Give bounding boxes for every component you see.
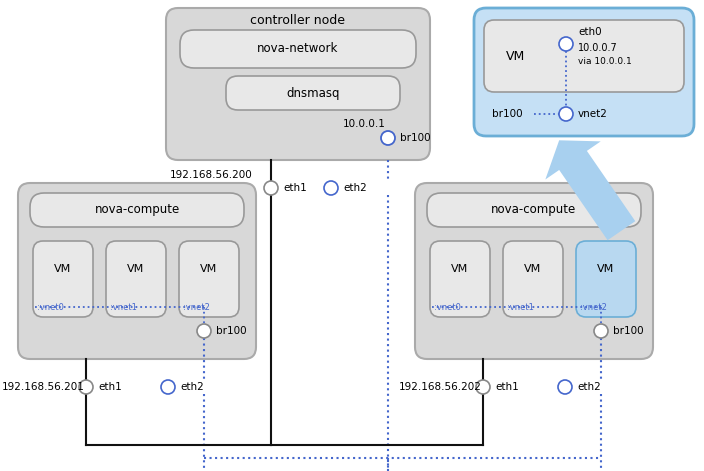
Text: VM: VM bbox=[506, 49, 526, 63]
Text: 10.0.0.7: 10.0.0.7 bbox=[578, 43, 617, 53]
FancyBboxPatch shape bbox=[415, 183, 653, 359]
Text: :vnet1: :vnet1 bbox=[507, 302, 534, 311]
FancyBboxPatch shape bbox=[503, 241, 563, 317]
Text: VM: VM bbox=[54, 264, 72, 274]
FancyBboxPatch shape bbox=[30, 193, 244, 227]
FancyBboxPatch shape bbox=[226, 76, 400, 110]
Text: :vnet0: :vnet0 bbox=[37, 302, 64, 311]
FancyBboxPatch shape bbox=[18, 183, 256, 359]
Text: 192.168.56.201: 192.168.56.201 bbox=[2, 382, 85, 392]
Text: nova-network: nova-network bbox=[258, 42, 339, 56]
Circle shape bbox=[558, 380, 572, 394]
Text: via 10.0.0.1: via 10.0.0.1 bbox=[578, 57, 631, 65]
Circle shape bbox=[197, 324, 211, 338]
FancyBboxPatch shape bbox=[166, 8, 430, 160]
Text: :vnet1: :vnet1 bbox=[110, 302, 137, 311]
Text: VM: VM bbox=[201, 264, 218, 274]
Text: dnsmasq: dnsmasq bbox=[287, 87, 340, 99]
Text: nova-compute: nova-compute bbox=[94, 203, 180, 217]
Text: eth1: eth1 bbox=[495, 382, 519, 392]
Text: :vnet2: :vnet2 bbox=[183, 302, 210, 311]
FancyBboxPatch shape bbox=[106, 241, 166, 317]
Circle shape bbox=[161, 380, 175, 394]
Text: eth1: eth1 bbox=[98, 382, 122, 392]
Text: VM: VM bbox=[524, 264, 541, 274]
Text: controller node: controller node bbox=[251, 14, 346, 26]
Text: br100: br100 bbox=[400, 133, 431, 143]
Text: :vnet2: :vnet2 bbox=[580, 302, 607, 311]
Text: VM: VM bbox=[598, 264, 615, 274]
FancyBboxPatch shape bbox=[427, 193, 641, 227]
FancyBboxPatch shape bbox=[474, 8, 694, 136]
Circle shape bbox=[559, 107, 573, 121]
Circle shape bbox=[559, 37, 573, 51]
Text: 192.168.56.200: 192.168.56.200 bbox=[170, 170, 253, 180]
Circle shape bbox=[79, 380, 93, 394]
Circle shape bbox=[476, 380, 490, 394]
Text: :vnet0: :vnet0 bbox=[434, 302, 461, 311]
Text: 10.0.0.1: 10.0.0.1 bbox=[343, 119, 386, 129]
Text: 192.168.56.202: 192.168.56.202 bbox=[399, 382, 482, 392]
Text: eth2: eth2 bbox=[577, 382, 601, 392]
Text: eth0: eth0 bbox=[578, 27, 602, 37]
Text: VM: VM bbox=[127, 264, 144, 274]
Text: eth2: eth2 bbox=[343, 183, 367, 193]
Text: eth1: eth1 bbox=[283, 183, 307, 193]
Circle shape bbox=[594, 324, 608, 338]
FancyBboxPatch shape bbox=[179, 241, 239, 317]
Circle shape bbox=[381, 131, 395, 145]
Text: br100: br100 bbox=[216, 326, 246, 336]
Circle shape bbox=[264, 181, 278, 195]
FancyBboxPatch shape bbox=[33, 241, 93, 317]
Circle shape bbox=[324, 181, 338, 195]
Text: br100: br100 bbox=[613, 326, 643, 336]
Text: eth2: eth2 bbox=[180, 382, 203, 392]
Text: vnet2: vnet2 bbox=[578, 109, 608, 119]
FancyBboxPatch shape bbox=[180, 30, 416, 68]
Text: nova-compute: nova-compute bbox=[491, 203, 577, 217]
FancyBboxPatch shape bbox=[484, 20, 684, 92]
Text: br100: br100 bbox=[492, 109, 522, 119]
FancyBboxPatch shape bbox=[430, 241, 490, 317]
Text: VM: VM bbox=[451, 264, 469, 274]
FancyBboxPatch shape bbox=[576, 241, 636, 317]
